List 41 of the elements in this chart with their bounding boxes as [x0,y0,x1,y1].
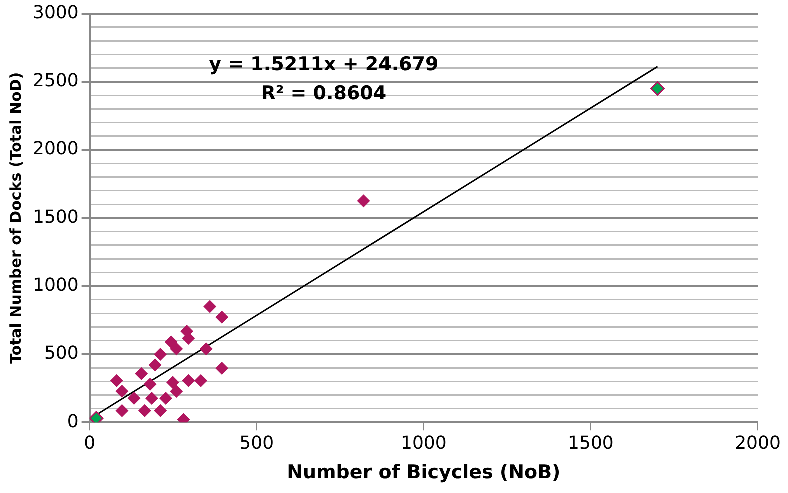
y-tick-label: 2000 [32,138,79,160]
x-tick-label: 1000 [401,433,447,454]
y-tick-label: 0 [67,411,79,432]
point [110,374,124,388]
point [148,358,162,372]
point [144,378,157,391]
point [159,392,172,405]
point [116,404,129,418]
point [204,300,217,314]
y-tick-label: 2500 [32,70,79,92]
point [216,362,229,375]
point [182,332,196,346]
annotation: y = 1.5211x + 24.679 [209,54,439,76]
x-tick-label: 500 [240,433,274,454]
point [116,385,129,398]
point [164,336,178,349]
y-axis-title: Total Number of Docks (Total NoD) [6,72,25,364]
point [154,404,168,418]
point [216,310,229,324]
point [182,374,196,388]
y-tick-label: 500 [44,343,79,364]
point [357,194,370,208]
point [166,376,180,390]
point [650,81,666,96]
point [200,342,213,356]
x-tick-label: 0 [84,433,96,454]
point [154,348,168,361]
point [138,404,152,418]
point [128,392,141,405]
x-tick-label: 1500 [568,433,614,454]
point [145,392,158,405]
annotation: R² = 0.8604 [261,82,387,105]
y-tick-label: 1000 [32,275,79,296]
point [170,385,184,398]
x-axis-title: Number of Bicycles (NoB) [287,462,561,484]
point [194,374,208,388]
y-tick-label: 1500 [32,206,79,228]
x-tick-label: 2000 [735,433,781,454]
point [135,367,148,380]
point [170,342,184,356]
y-tick-label: 3000 [32,2,79,24]
